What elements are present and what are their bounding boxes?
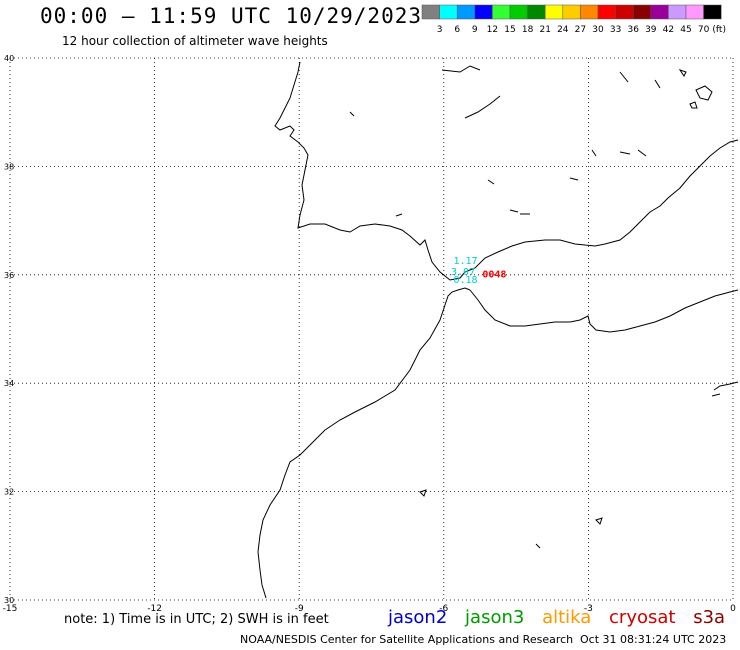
coastline-morocco xyxy=(257,287,471,599)
coastline-spain-south xyxy=(464,139,739,273)
coastline-east-edge xyxy=(713,381,739,391)
coastline-river-c xyxy=(654,79,661,89)
colorbar-label: 30 xyxy=(592,25,604,35)
coastline-lake-b xyxy=(595,517,603,525)
legend-jason2: jason2 xyxy=(388,607,448,628)
colorbar-label: 33 xyxy=(610,25,621,35)
colorbar-swatch xyxy=(703,4,722,20)
coastline-ibiza xyxy=(689,101,698,109)
colorbar-label: 6 xyxy=(454,25,460,35)
coastline-river-h xyxy=(487,179,495,185)
colorbar-label: 39 xyxy=(645,25,657,35)
colorbar-label: 12 xyxy=(487,25,498,35)
lat-tick-label: 38 xyxy=(4,162,14,171)
lat-tick-label: 40 xyxy=(4,54,14,63)
coastline-river-e xyxy=(619,151,631,155)
coastline-river-k xyxy=(395,213,403,217)
coastline-menorca xyxy=(678,69,687,77)
legend-s3a: s3a xyxy=(693,607,726,628)
coastline-river-f xyxy=(637,149,647,157)
coastline-balearic-north xyxy=(441,65,481,73)
coastline-lake-c xyxy=(535,543,541,549)
lon-tick-label: -15 xyxy=(3,604,18,614)
colorbar-label: 42 xyxy=(663,25,674,35)
credit-text: NOAA/NESDIS Center for Satellite Applica… xyxy=(240,633,574,646)
coastline-mallorca xyxy=(695,85,713,101)
coastline-river-b xyxy=(619,71,629,83)
lat-tick-label: 34 xyxy=(4,379,14,388)
legend-altika: altika xyxy=(542,607,592,628)
coastline-north-africa xyxy=(469,289,739,333)
coastline-lake-a xyxy=(419,489,427,497)
lat-tick-label: 30 xyxy=(4,596,14,605)
coastline-river-d xyxy=(591,149,597,157)
lon-tick-label: -12 xyxy=(147,604,162,614)
wave-height-observation: 1.17 xyxy=(453,256,477,267)
axis-ticks: -15 -12 -9 -6 -3 0 30 32 34 36 38 40 xyxy=(3,54,736,614)
colorbar-label: 70 xyxy=(698,25,710,35)
colorbar-label: 45 xyxy=(680,25,691,35)
lat-tick-label: 32 xyxy=(4,488,14,497)
coastline-portugal xyxy=(274,61,466,281)
observations: 1.173.070.18 0048 xyxy=(451,256,506,286)
credit-timestamp: Oct 31 08:31:24 UTC 2023 xyxy=(580,633,727,646)
coastline-river-a xyxy=(464,95,501,119)
coastline-river-i xyxy=(509,209,519,213)
map-title: 00:00 – 11:59 UTC 10/29/2023 xyxy=(40,4,423,28)
footer-note: note: 1) Time is in UTC; 2) SWH is in fe… xyxy=(64,612,329,627)
colorbar-label: 27 xyxy=(575,25,586,35)
wave-height-observation: 0048 xyxy=(482,270,506,281)
lon-tick-label: -3 xyxy=(584,604,593,614)
legend-jason3: jason3 xyxy=(465,607,525,628)
lon-tick-label: -9 xyxy=(295,604,304,614)
colorbar-label: 15 xyxy=(504,25,515,35)
colorbar-label: 3 xyxy=(437,25,443,35)
lon-tick-label: 0 xyxy=(730,604,736,614)
colorbar-label: 24 xyxy=(557,25,569,35)
colorbar-label: 21 xyxy=(539,25,550,35)
lat-tick-label: 36 xyxy=(4,271,14,280)
coastline-river-l xyxy=(349,111,355,117)
wave-height-observation: 3.07 xyxy=(451,267,475,278)
legend-cryosat: cryosat xyxy=(609,607,676,628)
map-subtitle: 12 hour collection of altimeter wave hei… xyxy=(62,34,328,48)
colorbar-label: 36 xyxy=(627,25,639,35)
colorbar-unit: (ft) xyxy=(712,25,726,35)
satellite-legend: jason2 jason3 altika cryosat s3a xyxy=(388,607,737,628)
wave-height-observation: 0.18 xyxy=(453,275,477,286)
colorbar-label: 9 xyxy=(472,25,478,35)
coastline xyxy=(257,61,739,599)
lat-lon-grid xyxy=(9,57,734,601)
coastline-east-edge-2 xyxy=(711,393,721,397)
colorbar: 3 6 9 12 15 18 21 24 27 30 33 36 39 42 45 70 (ft) xyxy=(421,4,726,35)
coastline-river-g xyxy=(569,177,579,181)
colorbar-label: 18 xyxy=(522,25,534,35)
lon-tick-label: -6 xyxy=(439,604,448,614)
